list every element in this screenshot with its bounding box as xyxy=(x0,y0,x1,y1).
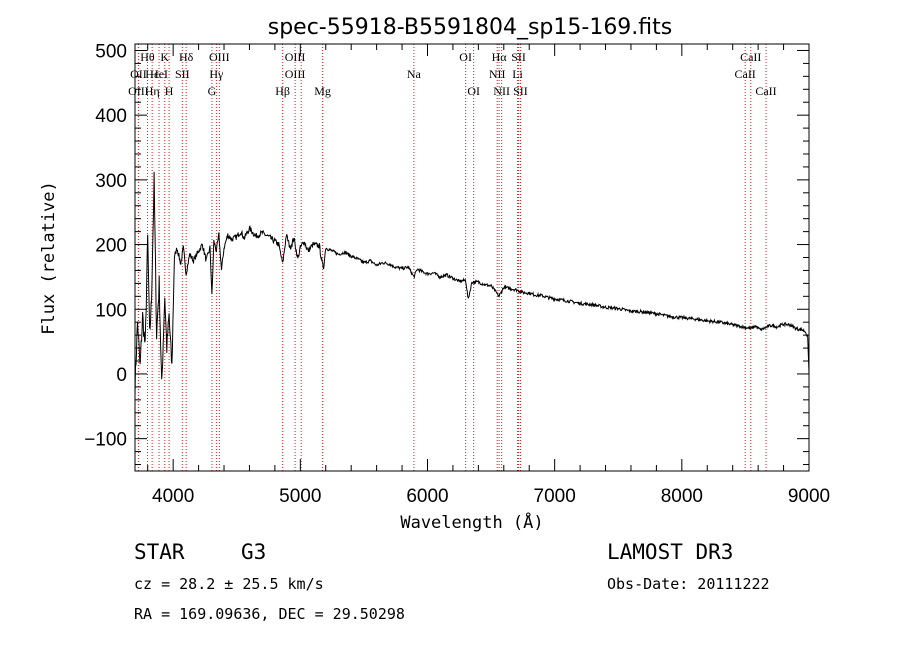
spectral-line-label: SII xyxy=(511,50,526,64)
spectral-line-label: CaII xyxy=(734,67,755,81)
x-axis-ticks: 4000 5000 6000 7000 8000 9000 xyxy=(147,44,830,507)
y-axis-label: Flux (relative) xyxy=(39,181,59,335)
spectral-line-label: Hε xyxy=(145,67,159,81)
chart-title: spec-55918-B5591804_sp15-169.fits xyxy=(268,15,673,40)
spectral-line-label: OI xyxy=(459,50,472,64)
spectral-line-label: Hη xyxy=(145,84,160,98)
spectral-line-label: OIII xyxy=(285,50,306,64)
y-tick-label: −100 xyxy=(84,430,127,451)
spectral-line-label: OIII xyxy=(209,50,230,64)
observation-date: Obs-Date: 20111222 xyxy=(607,575,770,593)
redshift-readout: cz = 28.2 ± 25.5 km/s xyxy=(134,575,324,593)
y-tick-label: 100 xyxy=(95,300,127,321)
x-tick-label: 9000 xyxy=(788,486,830,507)
spectral-line-label: OII xyxy=(130,67,147,81)
spectral-line-label: Hβ xyxy=(275,84,290,98)
spectral-line-label: OIII xyxy=(285,67,306,81)
spectral-line-label: HeI xyxy=(150,67,168,81)
spectral-line-label: Hγ xyxy=(209,67,224,81)
y-tick-label: 300 xyxy=(95,171,127,192)
y-tick-label: 0 xyxy=(116,365,127,386)
spectral-line-label: K xyxy=(160,50,169,64)
survey-name: LAMOST DR3 xyxy=(607,540,733,564)
spectral-line-label: OI xyxy=(467,84,480,98)
x-axis-label: Wavelength (Å) xyxy=(400,511,543,533)
spectral-line-label: Na xyxy=(407,67,422,81)
coordinates-readout: RA = 169.09636, DEC = 29.50298 xyxy=(134,605,405,623)
y-tick-label: 500 xyxy=(95,41,127,62)
spectral-line-markers xyxy=(137,44,767,471)
y-axis-ticks: −100 0 100 200 300 400 500 xyxy=(84,41,809,466)
spectral-line-label: SII xyxy=(175,67,190,81)
spectral-line-label: CaII xyxy=(740,50,761,64)
y-tick-label: 400 xyxy=(95,106,127,127)
x-tick-label: 5000 xyxy=(279,486,321,507)
object-subclass: G3 xyxy=(241,540,266,564)
spectral-line-label: H xyxy=(165,84,174,98)
spectral-line-label: Mg xyxy=(314,84,331,98)
spectral-line-label: Hδ xyxy=(179,50,194,64)
y-tick-label: 200 xyxy=(95,236,127,257)
spectral-line-label: Li xyxy=(512,67,523,81)
spectral-line-label: OIII xyxy=(128,84,149,98)
spectral-line-label: Hα xyxy=(492,50,508,64)
spectral-line-label: SII xyxy=(513,84,528,98)
x-tick-label: 4000 xyxy=(152,486,194,507)
spectral-line-label: NII xyxy=(489,67,506,81)
spectral-line-label: G xyxy=(208,84,217,98)
x-tick-label: 6000 xyxy=(406,486,448,507)
object-class: STAR xyxy=(134,540,185,564)
spectral-line-label: NII xyxy=(493,84,510,98)
plot-frame xyxy=(134,43,810,472)
spectral-line-label: Hθ xyxy=(140,50,155,64)
x-tick-label: 8000 xyxy=(661,486,703,507)
spectral-line-label: CaII xyxy=(755,84,776,98)
x-tick-label: 7000 xyxy=(534,486,576,507)
flux-series-line xyxy=(134,171,810,397)
